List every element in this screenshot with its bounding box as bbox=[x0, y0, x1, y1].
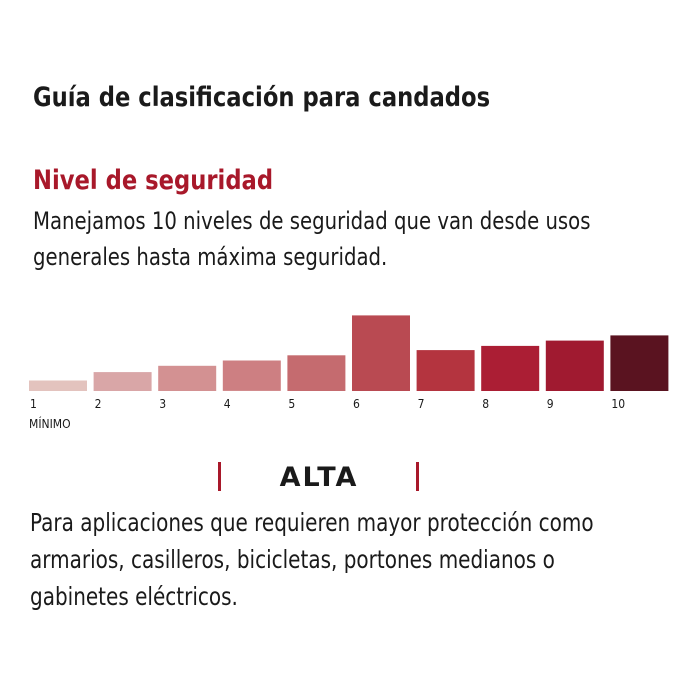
page-title: Guía de clasificación para candados bbox=[33, 82, 491, 113]
bar-level-7 bbox=[416, 350, 475, 391]
bar-level-3 bbox=[158, 365, 217, 391]
minimum-label: MÍNIMO bbox=[29, 416, 71, 431]
bars-group bbox=[29, 315, 669, 391]
tick-label-9: 9 bbox=[547, 397, 554, 411]
tick-label-10: 10 bbox=[611, 397, 625, 411]
security-level-chart: 1 2 3 4 5 6 7 8 9 10 MÍNIMO bbox=[29, 315, 669, 431]
bar-level-2 bbox=[93, 372, 152, 391]
tick-label-3: 3 bbox=[159, 397, 166, 411]
section-heading: Nivel de seguridad bbox=[33, 165, 274, 196]
bar-level-5 bbox=[287, 355, 346, 391]
tick-label-2: 2 bbox=[95, 397, 102, 411]
level-description-line: gabinetes eléctricos. bbox=[30, 582, 238, 611]
level-name: ALTA bbox=[279, 462, 359, 493]
tick-label-6: 6 bbox=[353, 397, 360, 411]
tick-label-1: 1 bbox=[30, 397, 37, 411]
level-description-line: armarios, casilleros, bicicletas, porton… bbox=[30, 545, 555, 574]
bar-level-8 bbox=[481, 345, 540, 391]
bar-level-1 bbox=[29, 380, 87, 391]
level-marker-right bbox=[416, 462, 419, 491]
bar-level-4 bbox=[222, 360, 281, 391]
tick-label-8: 8 bbox=[482, 397, 489, 411]
bar-level-6 bbox=[352, 315, 410, 391]
intro-text-line: generales hasta máxima seguridad. bbox=[33, 243, 388, 271]
bar-level-10 bbox=[610, 335, 669, 391]
bar-level-9 bbox=[545, 340, 604, 391]
tick-labels: 1 2 3 4 5 6 7 8 9 10 bbox=[30, 397, 625, 411]
intro-text-line: Manejamos 10 niveles de seguridad que va… bbox=[33, 207, 591, 235]
tick-label-7: 7 bbox=[418, 397, 425, 411]
tick-label-5: 5 bbox=[288, 397, 295, 411]
level-description-line: Para aplicaciones que requieren mayor pr… bbox=[30, 508, 594, 537]
level-marker-left bbox=[218, 462, 221, 491]
tick-label-4: 4 bbox=[224, 397, 231, 411]
